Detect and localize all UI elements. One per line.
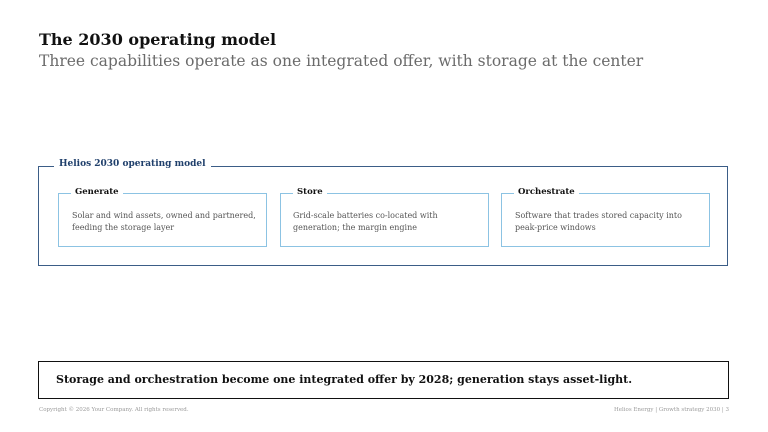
capability-body-orchestrate: Software that trades stored capacity int… [515,211,682,232]
capability-title-generate: Generate [71,187,123,197]
capability-card-store [280,193,489,247]
capability-card-orchestrate [501,193,710,247]
slide-subtitle: Three capabilities operate as one integr… [39,52,644,70]
capability-body-generate: Solar and wind assets, owned and partner… [72,211,256,232]
operating-model-frame [38,166,728,266]
slide-title: The 2030 operating model [39,30,277,49]
footer-copyright: Copyright © 2026 Your Company. All right… [39,407,189,413]
capability-body-store: Grid-scale batteries co-located with gen… [293,211,438,232]
operating-model-label: Helios 2030 operating model [54,159,211,169]
capability-title-orchestrate: Orchestrate [514,187,579,197]
takeaway-box [38,361,729,399]
footer-page-info: Helios Energy | Growth strategy 2030 | 3 [613,407,729,413]
capability-title-store: Store [293,187,327,197]
capability-card-generate [58,193,267,247]
takeaway-text: Storage and orchestration become one int… [56,373,633,386]
